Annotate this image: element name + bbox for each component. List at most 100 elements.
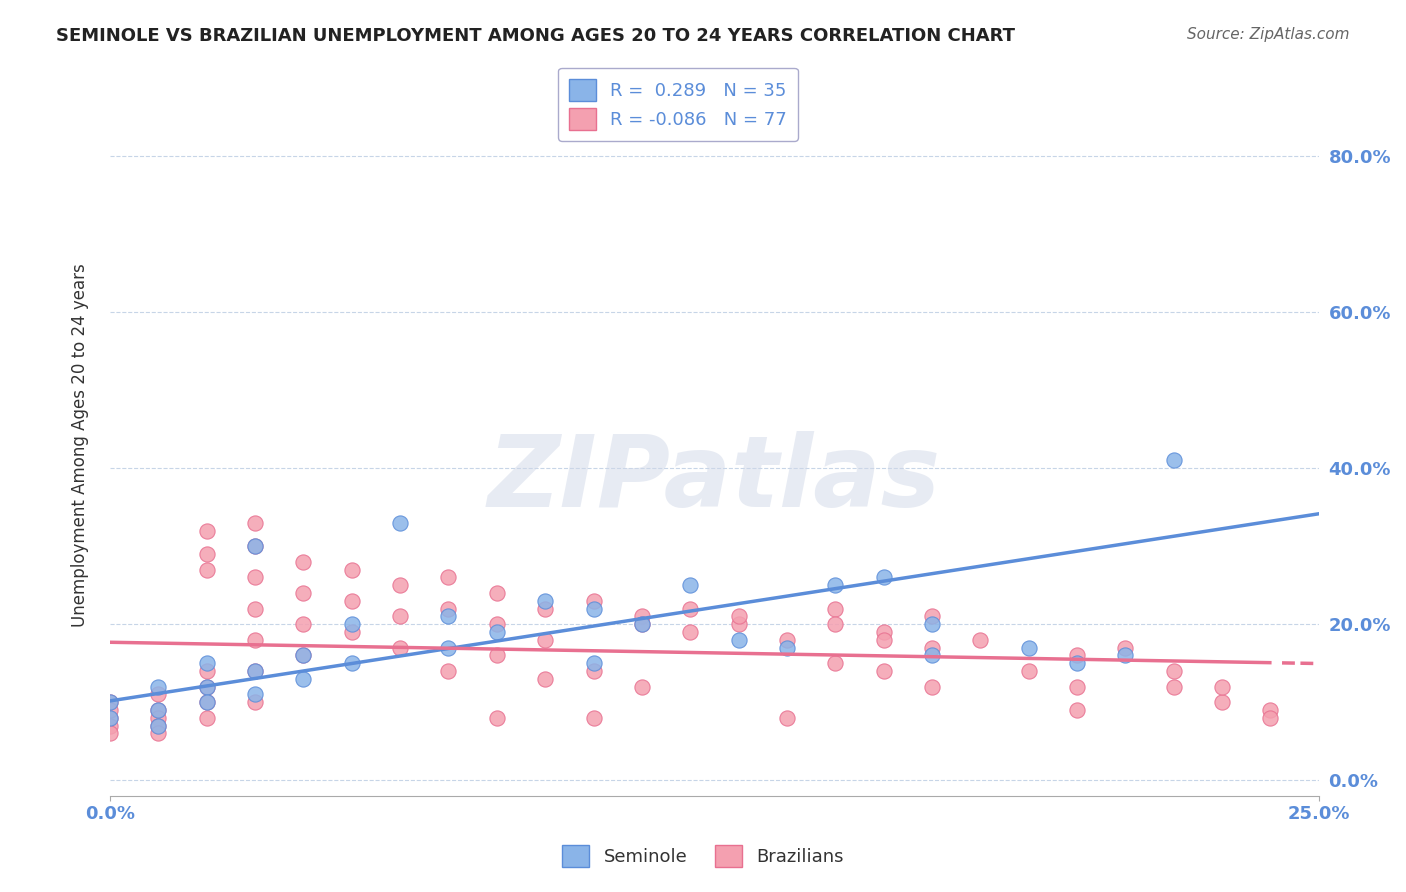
Text: SEMINOLE VS BRAZILIAN UNEMPLOYMENT AMONG AGES 20 TO 24 YEARS CORRELATION CHART: SEMINOLE VS BRAZILIAN UNEMPLOYMENT AMONG… [56,27,1015,45]
Point [485,624,508,639]
Point [98,695,121,709]
Point [437,664,460,678]
Point [534,594,557,608]
Point [148,703,170,717]
Point [437,570,460,584]
Point [582,594,605,608]
Point [727,609,749,624]
Point [679,601,702,615]
Point [1114,648,1136,663]
Point [389,640,412,655]
Point [485,648,508,663]
Point [243,664,266,678]
Point [340,563,363,577]
Point [1258,711,1281,725]
Point [195,695,218,709]
Point [582,656,605,670]
Point [534,632,557,647]
Point [292,648,315,663]
Point [824,601,846,615]
Point [195,680,218,694]
Point [98,726,121,740]
Point [776,632,799,647]
Point [243,516,266,530]
Point [148,718,170,732]
Point [243,539,266,553]
Point [776,711,799,725]
Point [872,632,894,647]
Point [148,711,170,725]
Point [631,617,654,632]
Point [195,524,218,538]
Point [340,624,363,639]
Point [292,555,315,569]
Point [824,578,846,592]
Point [98,711,121,725]
Point [1066,648,1088,663]
Point [195,680,218,694]
Point [921,648,943,663]
Point [679,578,702,592]
Point [292,672,315,686]
Point [195,656,218,670]
Point [1066,703,1088,717]
Point [243,687,266,701]
Point [1211,680,1233,694]
Point [148,726,170,740]
Point [1018,640,1040,655]
Point [437,609,460,624]
Point [485,617,508,632]
Point [98,718,121,732]
Point [243,695,266,709]
Point [389,609,412,624]
Point [195,547,218,561]
Point [921,617,943,632]
Point [534,601,557,615]
Point [1066,656,1088,670]
Point [631,609,654,624]
Point [243,570,266,584]
Point [1163,680,1185,694]
Point [631,617,654,632]
Point [148,703,170,717]
Point [921,680,943,694]
Point [631,680,654,694]
Point [1258,703,1281,717]
Point [292,586,315,600]
Point [1018,664,1040,678]
Point [195,563,218,577]
Point [824,617,846,632]
Point [582,711,605,725]
Point [921,640,943,655]
Point [1211,695,1233,709]
Point [243,539,266,553]
Point [292,617,315,632]
Point [582,601,605,615]
Point [727,617,749,632]
Point [195,664,218,678]
Point [582,664,605,678]
Point [485,711,508,725]
Point [340,656,363,670]
Point [776,640,799,655]
Point [485,586,508,600]
Point [534,672,557,686]
Point [340,594,363,608]
Point [727,632,749,647]
Point [679,624,702,639]
Point [98,695,121,709]
Legend: Seminole, Brazilians: Seminole, Brazilians [555,838,851,874]
Point [824,656,846,670]
Point [437,601,460,615]
Point [195,695,218,709]
Point [437,640,460,655]
Point [243,632,266,647]
Text: Source: ZipAtlas.com: Source: ZipAtlas.com [1187,27,1350,42]
Point [292,648,315,663]
Point [969,632,991,647]
Point [1066,680,1088,694]
Y-axis label: Unemployment Among Ages 20 to 24 years: Unemployment Among Ages 20 to 24 years [72,263,89,627]
Point [389,578,412,592]
Point [1114,640,1136,655]
Point [921,609,943,624]
